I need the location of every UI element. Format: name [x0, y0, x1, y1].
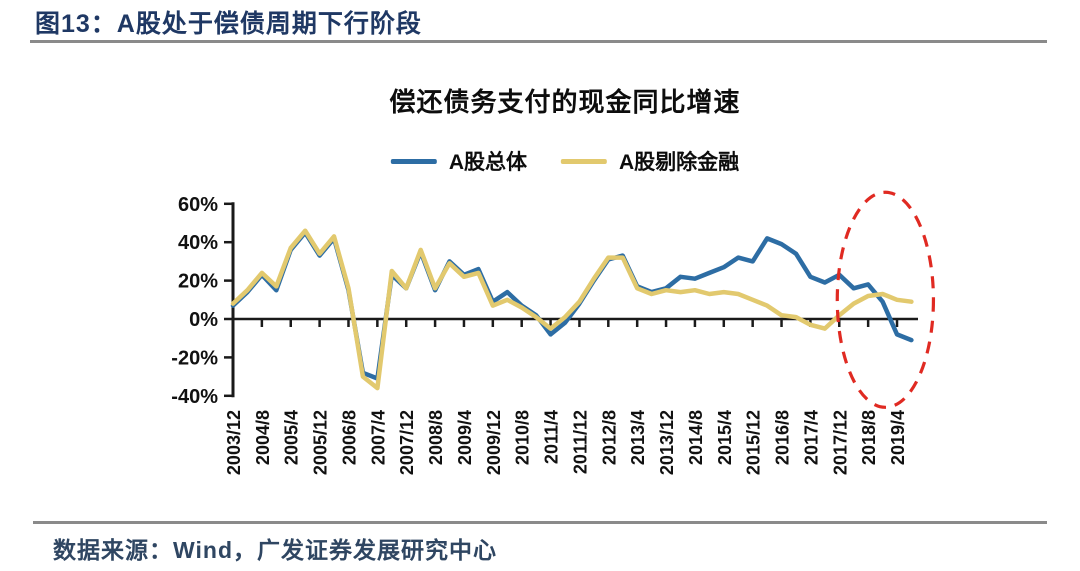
- legend-swatch-ex-financials: [561, 158, 607, 164]
- x-axis-tick-label: 2005/12: [311, 410, 331, 475]
- x-axis-tick-label: 2009/12: [484, 410, 504, 475]
- legend-label-ex-financials: A股剔除金融: [619, 151, 740, 174]
- x-axis-tick-label: 2011/4: [542, 410, 562, 464]
- x-axis-tick-label: 2013/4: [628, 410, 648, 465]
- legend-swatch-overall: [390, 158, 437, 164]
- highlight-ellipse: [835, 190, 936, 409]
- y-axis-tick-label: -40%: [171, 386, 218, 408]
- x-axis-tick-label: 2010/8: [513, 410, 533, 465]
- x-axis-tick-label: 2008/8: [426, 410, 446, 465]
- x-axis-tick-label: 2003/12: [224, 410, 244, 475]
- chart-title: 偿还债务支付的现金同比增速: [389, 87, 741, 117]
- x-axis-tick-label: 2018/8: [859, 410, 879, 465]
- source-note: 数据来源：Wind，广发证券发展研究中心: [53, 537, 497, 563]
- legend-label-overall: A股总体: [448, 151, 527, 174]
- x-axis-tick-label: 2011/12: [570, 410, 590, 474]
- chart-legend: A股总体 A股剔除金融: [390, 146, 739, 176]
- y-axis-tick-label: 40%: [178, 232, 218, 254]
- x-axis-tick-label: 2015/12: [744, 410, 764, 475]
- x-axis-tick-label: 2015/4: [715, 410, 735, 465]
- x-axis-tick-label: 2017/12: [830, 410, 850, 475]
- x-axis-tick-label: 2005/4: [282, 410, 302, 465]
- x-axis-tick-label: 2009/4: [455, 410, 475, 465]
- x-axis-tick-label: 2014/8: [686, 410, 706, 465]
- legend-item-ex-financials: A股剔除金融: [561, 146, 739, 176]
- y-axis-tick-label: -20%: [171, 347, 218, 369]
- x-axis-tick-label: 2007/4: [368, 410, 388, 465]
- x-axis-tick-label: 2004/8: [253, 410, 273, 465]
- x-axis-tick-label: 2017/4: [801, 410, 821, 465]
- series-line-ex-financials: [230, 228, 914, 391]
- y-axis-tick-label: 0%: [189, 309, 218, 331]
- legend-item-overall: A股总体: [390, 146, 527, 176]
- x-axis-tick-label: 2006/8: [339, 410, 359, 465]
- title-divider: [30, 40, 1047, 43]
- x-axis-tick-label: 2019/4: [888, 410, 908, 465]
- x-axis-tick-label: 2007/12: [397, 410, 417, 475]
- x-axis-tick-label: 2016/8: [773, 410, 793, 465]
- x-axis-tick-label: 2013/12: [657, 410, 677, 475]
- y-axis-tick-label: 60%: [178, 194, 218, 216]
- source-divider: [33, 521, 1047, 524]
- figure-title: 图13：A股处于偿债周期下行阶段: [35, 10, 422, 38]
- x-axis-tick-label: 2012/8: [599, 410, 619, 465]
- y-axis-tick-label: 20%: [178, 271, 218, 293]
- series-line-overall: [230, 230, 914, 381]
